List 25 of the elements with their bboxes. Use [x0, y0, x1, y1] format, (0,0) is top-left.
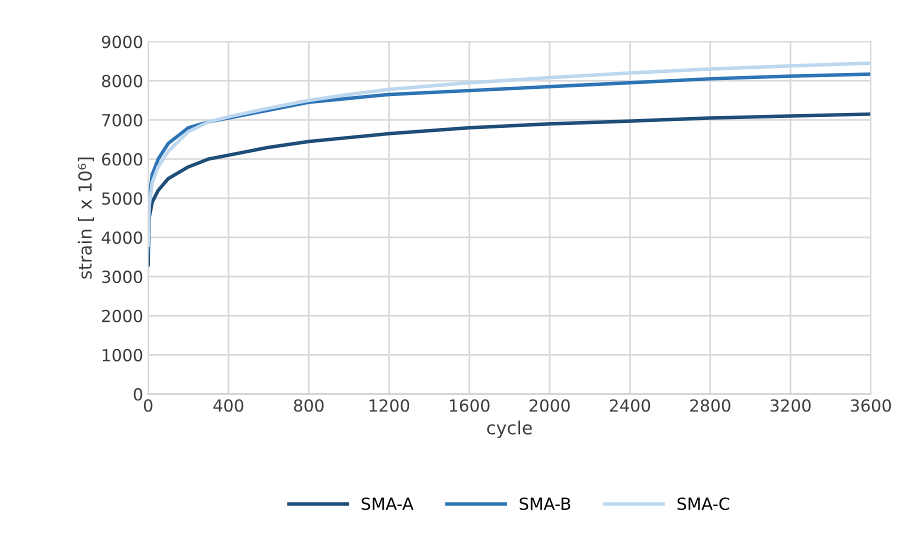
y-tick-label: 6000: [102, 153, 142, 166]
y-tick-label: 3000: [102, 270, 142, 284]
x-tick-label: 1600: [450, 399, 490, 412]
y-tick-label: 2000: [102, 310, 142, 322]
x-axis-title: cycle: [487, 420, 532, 438]
y-tick-label: 1000: [102, 348, 142, 362]
legend-label: SMA-B: [520, 497, 570, 510]
y-tick-label: 8000: [102, 74, 142, 88]
legend-label: SMA-C: [678, 497, 730, 510]
y-tick-label: 5000: [102, 192, 142, 205]
x-tick-label: 800: [294, 399, 324, 412]
y-tick-label: 0: [134, 388, 142, 401]
x-tick-label: 2400: [610, 399, 650, 412]
y-axis-title: strain [ x 10⁶]: [78, 158, 94, 279]
x-tick-label: 3200: [770, 399, 811, 412]
x-tick-label: 0: [144, 399, 152, 412]
y-tick-label: 7000: [102, 114, 142, 127]
legend-label: SMA-A: [362, 497, 414, 510]
y-tick-label: 4000: [102, 231, 142, 244]
x-tick-label: 400: [213, 399, 244, 412]
x-tick-label: 2000: [530, 399, 570, 412]
y-tick-label: 9000: [102, 36, 142, 48]
x-tick-label: 2800: [690, 399, 730, 412]
x-tick-label: 3600: [850, 399, 891, 412]
x-tick-label: 1200: [370, 399, 410, 412]
